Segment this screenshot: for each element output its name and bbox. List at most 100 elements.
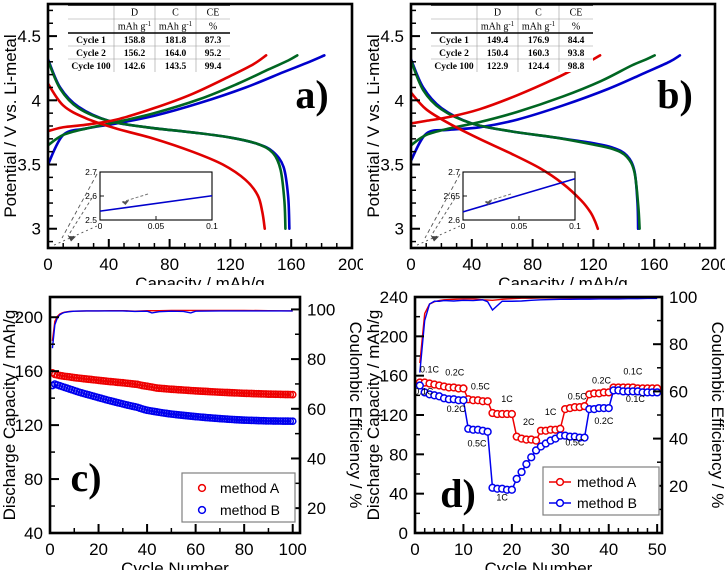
table-cell-ce: 99.4 xyxy=(205,62,222,72)
panel_b-xtick-label: 200 xyxy=(701,255,725,274)
rate-label-method-b: 0.5C xyxy=(467,438,487,448)
curve-cycle-2-discharge xyxy=(48,59,287,231)
panel_b-inset: 0 0.05 0.1 2.6 2.65 2.7 xyxy=(443,167,581,231)
series-method-B-capacity xyxy=(415,381,662,494)
series-method-A-efficiency xyxy=(419,297,658,364)
panel-d-xtick-label: 10 xyxy=(454,540,473,559)
table-cell-c: 181.8 xyxy=(165,36,187,46)
panel_a-table-row: Cycle 1 158.8 181.8 87.3 xyxy=(76,36,221,46)
panel_a-xtick-label: 40 xyxy=(99,255,118,274)
table-row-name: Cycle 1 xyxy=(76,36,106,46)
series-method-B-efficiency xyxy=(419,297,658,373)
panel_b-xtick-label: 40 xyxy=(462,255,481,274)
table-cell-c: 124.4 xyxy=(528,62,550,72)
panel-d-ytick-label: 80 xyxy=(389,445,408,464)
panel-c-xtick-label: 40 xyxy=(138,540,157,559)
table-row-name: Cycle 1 xyxy=(439,36,469,46)
panel_b-label: b) xyxy=(657,72,693,117)
panel-c-ytick-right-label: 20 xyxy=(307,499,326,518)
panel_a-xtick-label: 120 xyxy=(216,255,244,274)
inset-xtick-label: 0.05 xyxy=(148,221,165,231)
inset-ytick-label: 2.7 xyxy=(85,167,97,177)
panel_a-table-col-header: D xyxy=(131,8,138,19)
series-method-B-capacity xyxy=(50,380,297,426)
panel-c-ytick-right-label: 100 xyxy=(307,300,335,319)
table-cell-ce: 84.4 xyxy=(568,36,585,46)
panel-c-yaxis-title: Discharge Capacity / mAh/g xyxy=(0,310,19,521)
inset-arrow-icon xyxy=(484,193,512,205)
table-cell-c: 176.9 xyxy=(528,36,550,46)
panel_b-table-col-header: CE xyxy=(570,8,583,19)
series-method-B-efficiency xyxy=(51,310,293,349)
table-cell-ce: 98.8 xyxy=(568,62,585,72)
inset-ytick-label: 2.65 xyxy=(443,191,460,201)
panel-a: 0 40 80 120 160 200 Capacity / mAh/g 3 3.5 4 4.5 Po… xyxy=(0,0,363,285)
panel_b-table-unit: mAh g-1 xyxy=(522,20,556,33)
panel_b-table-col-header: C xyxy=(535,8,542,19)
panel-d-ytick-right-label: 100 xyxy=(669,288,697,307)
panel-d: 0 10 20 30 40 50 Cycle Number 0 40 80 120 160 200 240… xyxy=(363,285,725,570)
panel_b-inset-guides xyxy=(414,173,461,247)
panel-c-xtick-label: 60 xyxy=(186,540,205,559)
table-cell-ce: 93.8 xyxy=(568,49,585,59)
panel_b-table-col-header: D xyxy=(494,8,501,19)
table-cell-ce: 87.3 xyxy=(205,36,222,46)
panel_a-xtick-label: 0 xyxy=(43,255,52,274)
inset-ytick-label: 2.5 xyxy=(85,215,97,225)
panel_a-xaxis-title: Capacity / mAh/g xyxy=(135,274,264,285)
table-row-name: Cycle 100 xyxy=(71,62,111,72)
rate-label-method-a: 2C xyxy=(523,417,535,427)
panel-d-xtick-label: 30 xyxy=(551,540,570,559)
curve-cycle-2-charge xyxy=(48,54,299,147)
table-cell-c: 143.5 xyxy=(165,62,187,72)
panel-c-yaxis-right-title: Coulombic Efficiency / % xyxy=(346,322,363,509)
legend-label: method B xyxy=(577,495,637,511)
inset-curve xyxy=(99,194,213,212)
panel-c-ytick-right-label: 80 xyxy=(307,350,326,369)
panel-c-xtick-label: 80 xyxy=(235,540,254,559)
panel_b-chart: 0 40 80 120 160 200 Capacity / mAh/g 3 3.5 4 4.5Po… xyxy=(364,2,725,285)
inset-xtick-label: 0.1 xyxy=(569,221,581,231)
legend-label: method A xyxy=(577,474,637,490)
panel-d-xaxis-title: Cycle Number xyxy=(485,559,593,570)
inset-xtick-label: 0 xyxy=(461,221,466,231)
legend-item-method-b: method B xyxy=(197,502,280,518)
table-cell-c: 160.3 xyxy=(528,49,550,59)
rate-label-method-b: 0.1C xyxy=(414,386,434,396)
panel-c: 0 20 40 60 80 100 Cycle Number 40 80 120 160 200 Dis… xyxy=(0,285,363,570)
panel_a-xtick-label: 80 xyxy=(160,255,179,274)
panel_b-xtick-label: 120 xyxy=(579,255,607,274)
panel_b-xaxis-title: Capacity / mAh/g xyxy=(498,274,627,285)
panel_b-table-row: Cycle 100 122.9 124.4 98.8 xyxy=(434,62,584,72)
table-cell-d: 156.2 xyxy=(124,49,146,59)
panel_a-ytick-label: 3.5 xyxy=(17,156,41,175)
rate-label-method-a: 0.1C xyxy=(420,365,440,375)
inset-ytick-label: 2.6 xyxy=(85,191,97,201)
rate-label-method-a: 0.1C xyxy=(623,367,643,377)
panel_a-ytick-label: 3 xyxy=(32,220,41,239)
panel_a-table-col-header: CE xyxy=(207,8,220,19)
panel-c-plot-frame xyxy=(48,295,302,535)
panel-c-ytick-right-label: 60 xyxy=(307,400,326,419)
rate-label-method-b: 0.5C xyxy=(565,437,585,447)
curve-cycle-2-discharge xyxy=(411,59,641,231)
panel_a-xtick-label: 160 xyxy=(277,255,305,274)
panel-d-ytick-label: 0 xyxy=(399,524,408,543)
panel-d-chart: 0 10 20 30 40 50 Cycle Number 0 40 80 120 160 200 240… xyxy=(364,288,725,570)
panel_a-table-unit: mAh g-1 xyxy=(118,20,152,33)
table-cell-d: 122.9 xyxy=(487,62,509,72)
rate-label-method-a: 0.2C xyxy=(445,368,465,378)
rate-label-method-b: 0.2C xyxy=(594,416,614,426)
series-method-A-capacity xyxy=(50,368,297,399)
panel-c-xtick-label: 20 xyxy=(89,540,108,559)
panel_b-yaxis-title: Potential / V vs. Li-metal xyxy=(364,34,383,217)
panel-b: 0 40 80 120 160 200 Capacity / mAh/g 3 3.5 4 4.5 Po… xyxy=(363,0,725,285)
panel-c-xtick-label: 100 xyxy=(279,540,307,559)
panel-d-ytick-label: 240 xyxy=(380,288,408,307)
rate-label-method-a: 1C xyxy=(545,407,557,417)
rate-label-method-a: 0.5C xyxy=(471,381,491,391)
panel-c-ytick-label: 120 xyxy=(15,416,43,435)
panel_a-xtick-label: 200 xyxy=(338,255,363,274)
panel-d-xtick-label: 20 xyxy=(502,540,521,559)
